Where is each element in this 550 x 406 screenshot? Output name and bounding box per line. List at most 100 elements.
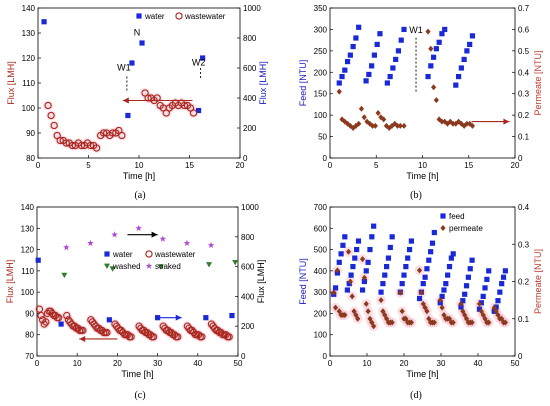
y2-tick-label: 0.3 <box>518 240 530 249</box>
feed-point <box>484 276 490 282</box>
x-tick-label: 0 <box>36 161 41 170</box>
legend-marker <box>104 251 110 257</box>
permeate-point <box>331 289 337 296</box>
x-tick-label: 50 <box>511 359 520 368</box>
y2-tick-label: 0.7 <box>518 4 530 13</box>
feed-point <box>405 255 411 261</box>
wastewater-point <box>50 121 58 130</box>
permeate-point <box>371 323 377 330</box>
feed-point <box>380 281 386 287</box>
diamond-point <box>431 84 437 91</box>
soaked-point <box>159 235 167 242</box>
square-point <box>461 56 467 63</box>
x-tick-label: 5 <box>86 161 91 170</box>
diamond-point <box>397 122 403 129</box>
y-tick-label: 300 <box>314 25 328 34</box>
diamond-point <box>458 120 464 127</box>
y-tick-label: 130 <box>21 224 35 233</box>
permeate-point <box>476 300 483 307</box>
y-tick-label: 600 <box>314 224 328 233</box>
y2-axis-label: Flux [LMH] <box>256 260 266 304</box>
permeate-point <box>469 319 475 326</box>
chart-panel-c: 0 10 20 30 40 50 70 80 90 100 110 120 130 140 0 200 400 6… <box>5 203 266 401</box>
wastewater-point <box>180 101 189 110</box>
permeate-point <box>347 278 353 285</box>
wastewater-point <box>63 311 71 320</box>
feed-point <box>500 274 507 280</box>
wastewater-point <box>42 318 50 326</box>
x-tick-label: 50 <box>234 359 243 368</box>
soaked-point <box>135 224 142 232</box>
washed-point <box>206 262 213 268</box>
y2-tick-label: 0.4 <box>518 203 530 212</box>
y-tick-label: 100 <box>314 111 328 120</box>
permeate-point <box>353 312 359 319</box>
feed-point <box>443 281 449 287</box>
permeate-point <box>342 312 348 319</box>
chart-panel-b: 0 5 10 15 2005010015020025030035000.10.20.30… <box>298 4 543 201</box>
diamond-point <box>383 122 390 129</box>
legend-label: washed <box>112 262 141 271</box>
legend-label: wastewater <box>184 12 226 21</box>
square-point <box>467 41 473 48</box>
y2-tick-label: 0 <box>518 154 523 163</box>
feed-point <box>482 285 488 291</box>
y2-tick-label: 800 <box>243 34 257 43</box>
diamond-point <box>347 122 353 129</box>
soaked-point <box>87 239 94 246</box>
wastewater-point <box>225 333 233 341</box>
square-point <box>347 52 353 58</box>
square-point <box>431 54 437 60</box>
y-tick-label: 130 <box>22 29 36 38</box>
y-axis-label: Feed [NTU] <box>298 258 308 305</box>
trend-arrow-head <box>175 314 182 321</box>
square-point <box>371 52 377 58</box>
y2-tick-label: 0.2 <box>518 278 530 287</box>
trend-arrow-head <box>503 118 510 125</box>
square-point <box>453 82 459 88</box>
panel-label: (c) <box>134 390 145 401</box>
trend-arrow-head <box>122 97 129 104</box>
panel-label: (b) <box>410 190 422 201</box>
feed-point <box>426 257 432 263</box>
feed-point <box>371 223 377 229</box>
diamond-point <box>401 122 407 129</box>
x-tick-label: 10 <box>135 161 144 170</box>
y-axis-label: Flux [LMH] <box>5 260 15 304</box>
wastewater-point <box>189 109 198 117</box>
y2-tick-label: 400 <box>241 292 255 301</box>
y2-tick-label: 200 <box>243 124 257 133</box>
square-point <box>374 41 380 48</box>
diamond-point <box>450 120 456 127</box>
legend-marker <box>136 13 142 19</box>
legend-marker <box>440 213 446 219</box>
y2-tick-label: 0 <box>241 352 246 361</box>
permeate-point <box>332 304 339 311</box>
feed-point <box>340 242 346 248</box>
y-tick-label: 80 <box>25 331 34 340</box>
square-point <box>387 73 393 80</box>
y-tick-label: 200 <box>314 309 328 318</box>
water-point <box>139 40 145 46</box>
feed-point <box>336 259 342 265</box>
feed-point <box>441 287 447 293</box>
permeate-point <box>365 308 371 315</box>
permeate-point <box>426 315 432 322</box>
wastewater-point <box>103 328 111 337</box>
square-point <box>366 71 372 78</box>
feed-point <box>448 255 454 261</box>
feed-point <box>352 255 358 261</box>
feed-point <box>439 293 445 299</box>
permeate-point <box>384 315 390 322</box>
feed-point <box>420 281 426 287</box>
x-axis-label: Time [h] <box>406 369 438 379</box>
permeate-point <box>486 319 492 326</box>
wastewater-point <box>77 141 86 150</box>
wastewater-point <box>40 320 48 328</box>
diamond-point <box>342 118 348 125</box>
permeate-point <box>351 308 357 315</box>
wastewater-point <box>55 314 63 322</box>
feed-point <box>469 257 475 263</box>
permeate-point <box>482 315 488 322</box>
feed-point <box>385 255 392 261</box>
